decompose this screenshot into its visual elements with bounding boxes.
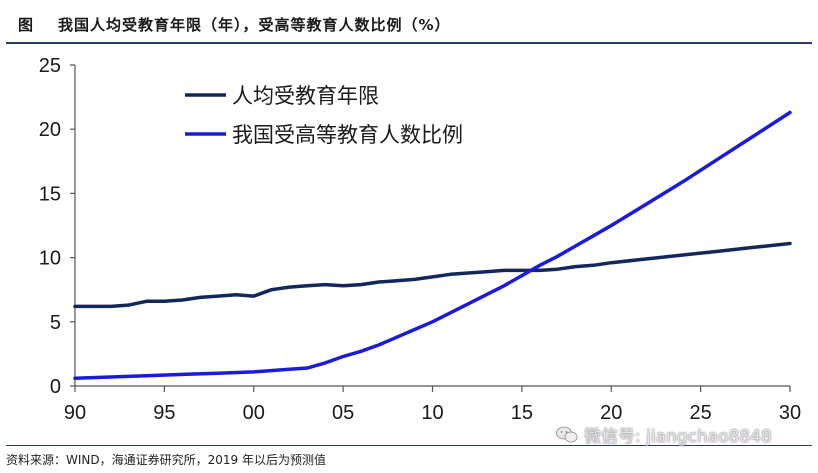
y-tick-label: 10 [39,248,61,270]
series-line-1 [73,241,792,309]
x-tick-label: 90 [64,402,86,424]
figure-label: 图 [18,16,35,34]
watermark-text: 微信号: jiangchao8848 [584,427,772,447]
chart-title: 图 我国人均受教育年限（年），受高等教育人数比例（%） [18,14,451,35]
source-note: 资料来源：WIND，海通证券研究所，2019 年以后为预测值 [6,453,326,467]
x-tick-label: 05 [332,402,354,424]
y-tick-label: 5 [50,312,61,334]
y-tick-label: 0 [50,376,61,398]
footer-divider [6,445,812,446]
y-tick-label: 25 [39,55,61,77]
wechat-icon [556,426,578,442]
x-tick-label: 30 [779,402,801,424]
y-tick-label: 15 [39,183,61,205]
x-tick-label: 00 [243,402,265,424]
figure-title: 我国人均受教育年限（年），受高等教育人数比例（%） [58,16,451,34]
series-line-2 [73,110,792,381]
legend-label-2: 我国受高等教育人数比例 [232,123,463,147]
y-tick-label: 20 [39,119,61,141]
legend-label-1: 人均受教育年限 [232,84,379,108]
x-tick-label: 15 [511,402,533,424]
chart-title-bar: 图 我国人均受教育年限（年），受高等教育人数比例（%） [6,0,812,44]
x-tick-label: 10 [421,402,443,424]
x-tick-label: 25 [690,402,712,424]
watermark: 微信号: jiangchao8848 [556,422,772,447]
x-tick-label: 95 [153,402,175,424]
x-tick-label: 20 [600,402,622,424]
